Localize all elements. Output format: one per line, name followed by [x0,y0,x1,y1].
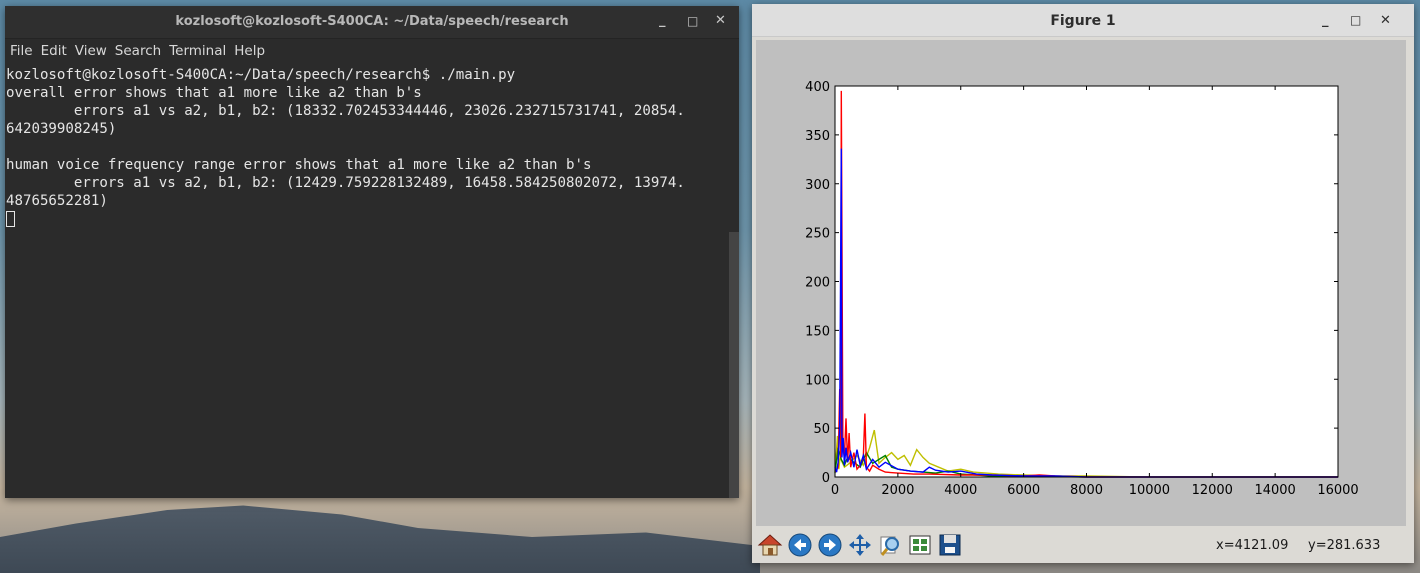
y-tick-label: 400 [805,80,830,95]
y-tick-label: 0 [822,471,830,486]
x-tick-label: 6000 [1007,483,1040,498]
menu-search[interactable]: Search [114,43,162,59]
terminal-line: kozlosoft@kozlosoft-S400CA:~/Data/speech… [6,67,516,83]
x-tick-label: 12000 [1192,483,1233,498]
terminal-output[interactable]: kozlosoft@kozlosoft-S400CA:~/Data/speech… [5,66,739,498]
terminal-window[interactable]: kozlosoft@kozlosoft-S400CA: ~/Data/speec… [5,6,739,498]
forward-icon[interactable] [816,531,844,559]
x-tick-label: 2000 [881,483,914,498]
y-tick-label: 150 [805,324,830,339]
figure-window[interactable]: Figure 1 _ □ ✕ 0 2000 4000 6000 8000 10000 120… [752,4,1414,563]
minimize-button[interactable]: _ [1322,13,1329,28]
minimize-button[interactable]: _ [659,13,666,28]
save-icon[interactable] [936,531,964,559]
menu-terminal[interactable]: Terminal [169,43,227,59]
y-tick-label: 200 [805,276,830,291]
x-coordinate-readout: x=4121.09 [1216,538,1289,553]
series-line-3 [834,148,1338,478]
menu-help[interactable]: Help [234,43,266,59]
menu-edit[interactable]: Edit [40,43,67,59]
x-tick-label: 4000 [944,483,977,498]
terminal-line: 48765652281) [6,193,108,209]
y-tick-label: 250 [805,227,830,242]
terminal-line: errors a1 vs a2, b1, b2: (12429.75922813… [6,175,685,191]
configure-subplots-icon[interactable] [906,531,934,559]
y-tick-label: 350 [805,129,830,144]
terminal-title: kozlosoft@kozlosoft-S400CA: ~/Data/speec… [175,14,569,29]
terminal-line [6,138,739,156]
series-line-0 [834,429,1338,478]
terminal-line: 642039908245) [6,121,117,137]
back-icon[interactable] [786,531,814,559]
figure-title: Figure 1 [1050,13,1116,29]
terminal-menubar: File Edit View Search Terminal Help [5,39,739,63]
x-tick-label: 14000 [1254,483,1295,498]
maximize-button[interactable]: □ [1350,13,1362,27]
terminal-line: overall error shows that a1 more like a2… [6,85,422,101]
y-tick-label: 50 [813,422,830,437]
zoom-icon[interactable] [876,531,904,559]
menu-view[interactable]: View [74,43,107,59]
x-tick-label: 10000 [1129,483,1170,498]
maximize-button[interactable]: □ [687,14,699,28]
home-icon[interactable] [756,531,784,559]
x-tick-label: 8000 [1070,483,1103,498]
x-tick-label: 16000 [1317,483,1358,498]
figure-titlebar[interactable]: Figure 1 _ □ ✕ [752,4,1414,37]
x-tick-label: 0 [831,483,839,498]
close-button[interactable]: ✕ [1380,13,1391,28]
terminal-titlebar[interactable]: kozlosoft@kozlosoft-S400CA: ~/Data/speec… [5,6,739,39]
y-coordinate-readout: y=281.633 [1308,538,1381,553]
plot-area [835,86,1338,477]
close-button[interactable]: ✕ [715,13,726,28]
terminal-cursor [6,211,15,227]
terminal-line: human voice frequency range error shows … [6,157,592,173]
plot-canvas[interactable]: 0 2000 4000 6000 8000 10000 12000 14000 16000 0 50… [756,40,1406,526]
y-tick-label: 100 [805,373,830,388]
pan-icon[interactable] [846,531,874,559]
chart-svg[interactable]: 0 2000 4000 6000 8000 10000 12000 14000 16000 0 50… [756,40,1406,526]
y-tick-label: 300 [805,178,830,193]
terminal-line: errors a1 vs a2, b1, b2: (18332.70245334… [6,103,685,119]
terminal-scrollbar[interactable] [729,232,739,498]
navigation-toolbar: x=4121.09 y=281.633 [752,528,1414,563]
menu-file[interactable]: File [10,43,33,59]
